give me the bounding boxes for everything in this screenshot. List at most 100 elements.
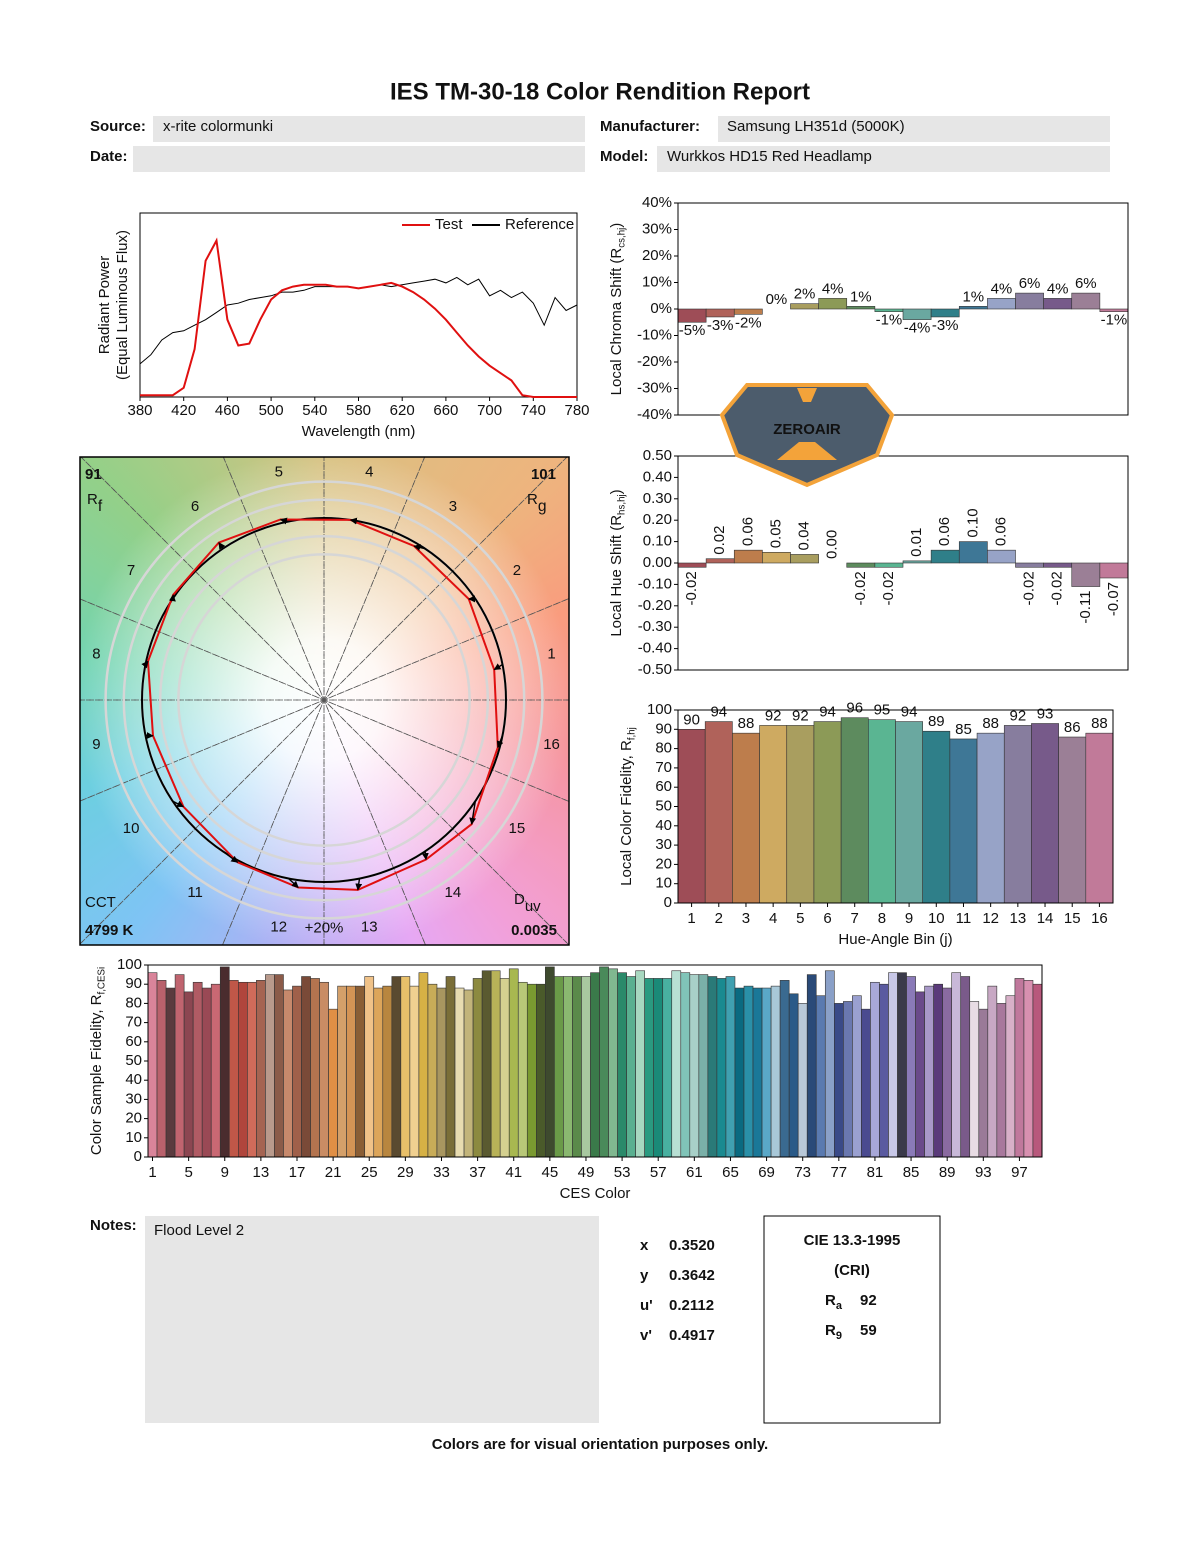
bar: [328, 1008, 338, 1158]
shift-arrow: [413, 544, 426, 551]
bar: [310, 978, 320, 1158]
bar: [265, 974, 275, 1158]
x-tick-label: 53: [614, 1164, 631, 1181]
legend-label: Reference: [505, 216, 574, 233]
bar: [219, 966, 230, 1158]
x-tick-label: 93: [975, 1164, 992, 1181]
plot-frame: [677, 455, 1129, 671]
value-label: 6%: [1019, 275, 1041, 292]
footer: Colors are for visual orientation purpos…: [432, 1436, 768, 1453]
bar: [888, 972, 898, 1158]
bar: [1085, 732, 1114, 904]
bar: [1015, 562, 1044, 568]
field-box: [133, 146, 585, 172]
bar: [644, 978, 654, 1158]
bar: [915, 991, 925, 1158]
value-label: 0%: [766, 291, 788, 308]
x-tick-label: 9: [221, 1164, 229, 1181]
bar: [1015, 292, 1044, 310]
x-tick-label: 700: [477, 402, 502, 419]
bin-label: 11: [187, 884, 203, 901]
y-tick-label: 40: [655, 817, 672, 834]
rf-label: Rf: [87, 491, 103, 515]
label-part: g: [538, 498, 547, 515]
bar: [902, 308, 932, 320]
field-label: Model:: [600, 148, 648, 165]
bar: [662, 978, 673, 1158]
value-label: 6%: [1075, 275, 1097, 292]
chromaticity-value: 0.3520: [669, 1237, 715, 1254]
bar: [581, 976, 591, 1158]
bar: [508, 968, 519, 1158]
x-tick-label: 620: [390, 402, 415, 419]
value-label: -0.11: [1077, 591, 1094, 624]
y-tick-label: 30: [655, 836, 672, 853]
value-label: 4%: [991, 280, 1013, 297]
rf-value: 91: [85, 466, 102, 483]
plot-frame: [139, 212, 578, 398]
bin-label: 12: [270, 919, 287, 936]
x-tick-label: 29: [397, 1164, 414, 1181]
field-value: Wurkkos HD15 Red Headlamp: [667, 148, 872, 165]
bin-label: 9: [92, 736, 100, 753]
shift-arrow: [421, 851, 429, 861]
value-label: 1%: [962, 288, 984, 305]
duv-value: 0.0035: [511, 922, 557, 939]
x-tick-label: 10: [928, 910, 945, 927]
bar: [1023, 980, 1034, 1158]
y-tick-label: 100: [117, 956, 142, 973]
bar: [201, 987, 212, 1158]
x-axis-label: Hue-Angle Bin (j): [838, 931, 952, 948]
bar: [445, 976, 456, 1158]
x-tick-label: 33: [433, 1164, 450, 1181]
bin-label: 10: [123, 820, 140, 837]
label-part: Local Chroma Shift (R: [608, 248, 625, 396]
vector-graphic-frame: [79, 456, 570, 946]
y-tick-label: 0.00: [643, 554, 672, 571]
bar: [1032, 983, 1043, 1158]
value-label: -0.02: [1021, 571, 1038, 605]
x-tick-label: 17: [289, 1164, 306, 1181]
bar: [1043, 562, 1073, 568]
bar: [183, 991, 194, 1158]
bar: [725, 976, 736, 1158]
bar: [933, 983, 943, 1158]
plot-frame: [677, 202, 1129, 416]
bar: [174, 974, 185, 1158]
value-label: 94: [710, 704, 727, 721]
y-axis-label: Local Color Fidelity, Rf,hj: [618, 727, 637, 886]
bin-label: 7: [127, 562, 135, 579]
bar: [563, 976, 573, 1158]
label-part: 9: [836, 1330, 842, 1342]
ring: [122, 498, 526, 902]
x-tick-label: 380: [127, 402, 152, 419]
y-tick-label: 60: [125, 1033, 142, 1050]
bar: [797, 1003, 808, 1158]
duv-label: Duv: [514, 891, 541, 915]
bar: [677, 308, 707, 323]
x-tick-label: 77: [830, 1164, 847, 1181]
bar: [256, 980, 266, 1158]
bar: [409, 985, 420, 1158]
bar: [942, 987, 952, 1158]
cri-subtitle: (CRI): [834, 1262, 870, 1279]
y-tick-label: 0.40: [643, 468, 672, 485]
bin-label: 8: [92, 646, 100, 663]
y-tick-label: 90: [125, 975, 142, 992]
bar: [617, 972, 627, 1158]
x-tick-label: 12: [982, 910, 999, 927]
bar: [790, 303, 819, 310]
y-tick-label: -10%: [637, 326, 672, 343]
bar: [834, 1003, 844, 1158]
value-label: 4%: [1047, 280, 1069, 297]
value-label: 88: [1091, 715, 1108, 732]
bar: [897, 972, 907, 1158]
bin-label: 3: [449, 498, 457, 515]
bar: [762, 551, 791, 564]
x-tick-label: 57: [650, 1164, 667, 1181]
bar: [752, 987, 763, 1158]
bar: [545, 966, 555, 1158]
x-tick-label: 69: [758, 1164, 775, 1181]
